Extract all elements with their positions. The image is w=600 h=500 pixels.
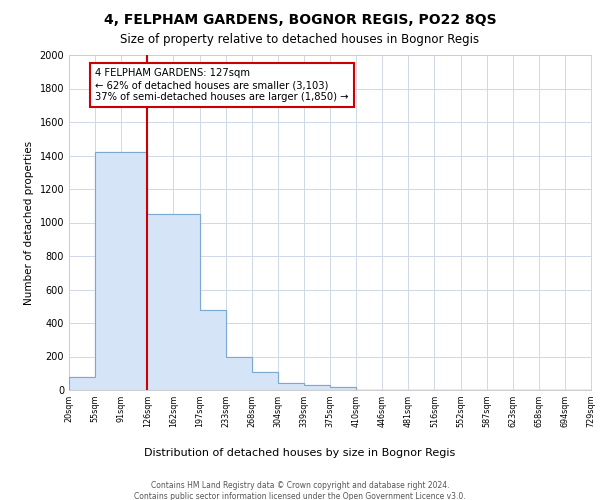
Text: Size of property relative to detached houses in Bognor Regis: Size of property relative to detached ho… [121,32,479,46]
Text: Contains public sector information licensed under the Open Government Licence v3: Contains public sector information licen… [134,492,466,500]
Text: 4 FELPHAM GARDENS: 127sqm
← 62% of detached houses are smaller (3,103)
37% of se: 4 FELPHAM GARDENS: 127sqm ← 62% of detac… [95,68,349,102]
Text: Distribution of detached houses by size in Bognor Regis: Distribution of detached houses by size … [145,448,455,458]
Text: Contains HM Land Registry data © Crown copyright and database right 2024.: Contains HM Land Registry data © Crown c… [151,481,449,490]
Y-axis label: Number of detached properties: Number of detached properties [24,140,34,304]
Text: 4, FELPHAM GARDENS, BOGNOR REGIS, PO22 8QS: 4, FELPHAM GARDENS, BOGNOR REGIS, PO22 8… [104,12,496,26]
